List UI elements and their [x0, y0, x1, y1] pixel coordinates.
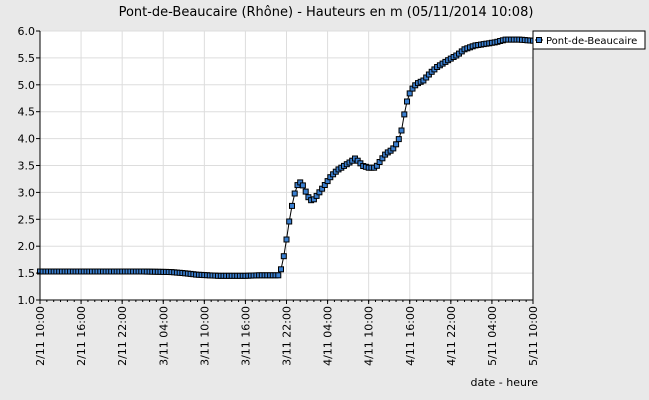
x-tick-label: 3/11 22:00 — [281, 306, 294, 366]
x-tick-label: 3/11 10:00 — [198, 306, 211, 366]
data-point — [278, 266, 284, 273]
y-tick-label: 5.0 — [18, 79, 36, 92]
y-tick-label: 3.0 — [18, 186, 36, 199]
x-tick-label: 4/11 10:00 — [363, 306, 376, 366]
data-point — [404, 98, 410, 105]
y-tick-label: 1.0 — [18, 294, 36, 307]
data-point — [302, 188, 309, 195]
data-point — [401, 111, 408, 118]
data-point — [291, 190, 298, 197]
y-tick-label: 4.5 — [18, 106, 36, 119]
data-point — [289, 202, 295, 209]
y-tick-label: 6.0 — [18, 25, 36, 38]
data-point — [283, 236, 290, 243]
data-point — [286, 218, 293, 225]
legend: Pont-de-Beaucaire — [532, 30, 646, 50]
x-tick-label: 3/11 04:00 — [157, 306, 170, 366]
x-tick-label: 2/11 22:00 — [116, 306, 129, 366]
data-point — [398, 127, 405, 134]
data-point — [275, 272, 282, 279]
y-tick-labels: 1.0 1.5 2.0 2.5 3.0 3.5 4.0 4.5 5.0 5.5 6.0 — [18, 25, 36, 307]
y-tick-label: 1.5 — [18, 267, 36, 280]
legend-marker — [536, 37, 542, 43]
x-tick-label: 5/11 04:00 — [486, 306, 499, 366]
x-tick-label: 2/11 16:00 — [75, 306, 88, 366]
axes — [36, 30, 534, 304]
chart-title: Pont-de-Beaucaire (Rhône) - Hauteurs en … — [119, 5, 534, 20]
x-tick-label: 2/11 10:00 — [34, 306, 47, 366]
y-tick-label: 2.5 — [18, 213, 36, 226]
x-tick-label: 5/11 10:00 — [527, 306, 540, 366]
x-tick-labels: 2/11 10:00 2/11 16:00 2/11 22:00 3/11 04:00… — [34, 306, 540, 366]
x-axis-label: date - heure — [470, 376, 538, 389]
x-tick-label: 3/11 16:00 — [239, 306, 252, 366]
data-point — [299, 182, 306, 189]
y-tick-label: 3.5 — [18, 160, 36, 173]
y-tick-label: 5.5 — [18, 52, 36, 65]
x-tick-label: 4/11 16:00 — [404, 306, 417, 366]
legend-label: Pont-de-Beaucaire — [546, 36, 637, 47]
y-tick-label: 4.0 — [18, 133, 36, 146]
x-tick-label: 4/11 22:00 — [445, 306, 458, 366]
data-point — [406, 90, 413, 97]
legend-box — [532, 30, 646, 50]
x-tick-label: 4/11 04:00 — [322, 306, 335, 366]
y-tick-label: 2.0 — [18, 240, 36, 253]
gridlines — [39, 30, 534, 301]
data-point — [280, 253, 287, 260]
data-point — [395, 136, 402, 143]
data-point — [393, 141, 400, 148]
data-markers — [37, 36, 536, 279]
